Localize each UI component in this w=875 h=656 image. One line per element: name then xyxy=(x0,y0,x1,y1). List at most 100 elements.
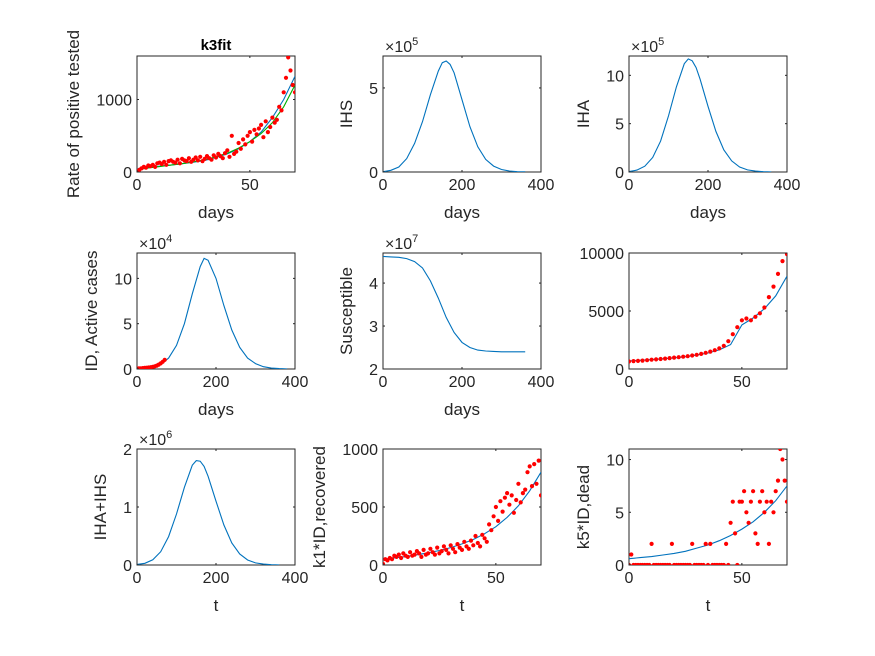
data-point xyxy=(173,160,178,165)
data-point xyxy=(762,510,767,515)
data-point xyxy=(775,478,781,483)
y-exponent-label: ×106 xyxy=(139,429,172,449)
data-point xyxy=(265,130,270,135)
x-tick-label: 50 xyxy=(487,570,505,587)
data-point xyxy=(534,481,539,486)
data-point xyxy=(726,339,731,344)
data-point xyxy=(236,140,241,146)
y-axis-label: ID, Active cases xyxy=(82,251,101,372)
data-point xyxy=(489,528,494,533)
data-point xyxy=(640,358,645,363)
x-tick-label: 50 xyxy=(733,570,751,587)
x-tick-label: 50 xyxy=(733,374,751,391)
y-exponent-label: ×104 xyxy=(139,233,172,253)
x-axis-label: t xyxy=(214,596,219,615)
data-point xyxy=(389,557,395,562)
y-exponent-value: 4 xyxy=(166,233,172,245)
data-point xyxy=(498,499,503,504)
data-point xyxy=(784,253,787,257)
data-point xyxy=(263,119,268,124)
data-point xyxy=(717,346,722,351)
data-point xyxy=(694,352,699,357)
data-point xyxy=(277,104,282,109)
data-point xyxy=(645,358,650,363)
data-point xyxy=(771,510,776,515)
x-tick-label: 400 xyxy=(774,177,801,194)
data-point xyxy=(245,133,250,138)
x-axis-label: days xyxy=(198,400,234,419)
data-point xyxy=(629,359,632,364)
series-line xyxy=(383,60,526,172)
data-point xyxy=(712,348,717,353)
y-tick-label: 10 xyxy=(114,271,132,288)
data-point xyxy=(672,355,677,360)
data-point xyxy=(234,149,239,154)
data-point xyxy=(631,359,636,364)
y-tick-label: 0 xyxy=(369,558,378,575)
y-tick-label: 1000 xyxy=(96,93,132,110)
data-point xyxy=(635,358,641,363)
data-point xyxy=(780,457,785,462)
y-tick-label: 500 xyxy=(351,500,378,517)
y-tick-label: 0 xyxy=(615,362,624,379)
data-point xyxy=(690,353,695,358)
data-point xyxy=(753,314,758,319)
data-point xyxy=(468,538,474,543)
y-exponent-value: 7 xyxy=(412,233,418,245)
data-point xyxy=(243,142,248,147)
data-point xyxy=(663,356,668,361)
data-point xyxy=(478,544,483,549)
data-layer xyxy=(383,458,541,565)
y-tick-label: 5 xyxy=(615,505,624,522)
data-point xyxy=(520,491,526,496)
data-point xyxy=(491,514,496,519)
data-point xyxy=(753,531,758,536)
data-point xyxy=(523,487,528,492)
data-point xyxy=(766,541,772,547)
x-tick-label: 0 xyxy=(133,177,142,194)
x-tick-label: 0 xyxy=(379,177,388,194)
data-point xyxy=(453,550,458,555)
data-point xyxy=(202,156,207,161)
data-point xyxy=(730,332,735,337)
data-point xyxy=(459,547,465,553)
data-point xyxy=(432,552,437,557)
data-point xyxy=(283,75,289,80)
subplot-iha-plus-ihs: 0 200 400 0 1 2 ×106 t IHA+IHS xyxy=(91,429,308,615)
data-point xyxy=(784,499,787,504)
data-layer xyxy=(383,60,526,172)
x-tick-label: 50 xyxy=(241,177,259,194)
y-tick-label: 10 xyxy=(606,68,624,85)
y-tick-label: 0 xyxy=(123,165,132,182)
data-layer xyxy=(383,255,526,353)
data-point xyxy=(383,561,386,565)
data-point xyxy=(462,539,467,544)
y-tick-label: 4 xyxy=(369,276,378,293)
subplot-cumulative-fit: 0 50 0 5000 10000 xyxy=(580,246,788,391)
data-point xyxy=(487,522,492,527)
x-tick-label: 0 xyxy=(625,570,634,587)
data-point xyxy=(268,124,273,130)
data-point xyxy=(739,499,745,504)
data-point xyxy=(760,489,765,494)
data-point xyxy=(448,543,453,548)
data-point xyxy=(441,544,446,549)
data-point xyxy=(755,541,760,547)
data-point xyxy=(288,68,293,73)
data-point xyxy=(701,562,706,565)
data-point xyxy=(270,115,275,120)
plot-area xyxy=(628,448,788,566)
data-point xyxy=(762,305,767,310)
data-point xyxy=(782,478,787,483)
data-point xyxy=(629,562,632,565)
data-point xyxy=(466,546,471,551)
data-point xyxy=(186,156,191,161)
x-tick-label: 400 xyxy=(282,374,309,391)
data-point xyxy=(744,510,749,515)
data-point xyxy=(184,159,189,164)
x-tick-label: 0 xyxy=(625,374,634,391)
y-exponent-label: ×105 xyxy=(385,36,418,56)
plot-area xyxy=(382,252,542,370)
data-point xyxy=(739,318,745,323)
